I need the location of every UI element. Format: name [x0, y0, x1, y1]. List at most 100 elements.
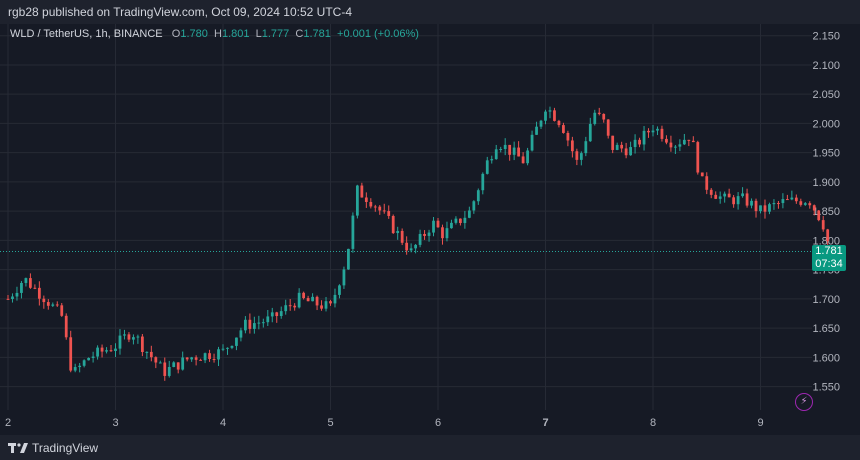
candle-body [230, 345, 234, 348]
candle-body [87, 358, 91, 361]
y-tick-label: 1.850 [812, 206, 840, 218]
candle-body [638, 139, 641, 145]
candle-body [275, 312, 279, 317]
candle-body [826, 229, 830, 242]
candle-body [584, 141, 588, 154]
candle-body [64, 315, 68, 338]
candle-body [494, 149, 498, 160]
change-value: +0.001 (+0.06%) [337, 28, 419, 40]
y-tick-label: 1.600 [812, 352, 840, 364]
tradingview-logo-icon [8, 442, 28, 453]
candle-body [593, 112, 597, 124]
candle-body [669, 142, 673, 148]
candle-body [526, 150, 529, 164]
tradingview-logo[interactable]: TradingView [8, 441, 98, 455]
candle-body [418, 233, 422, 245]
close-value: 1.781 [303, 28, 331, 40]
candle-body [642, 130, 646, 145]
published-text: rgb28 published on TradingView.com, Oct … [8, 5, 352, 19]
candle-body [114, 348, 117, 352]
candle-body [633, 139, 637, 148]
candle-body [11, 296, 14, 300]
candle-body [163, 362, 167, 376]
x-tick-label: 5 [327, 417, 333, 429]
open-value: 1.780 [180, 28, 208, 40]
candle-body [29, 278, 32, 288]
bar-countdown: 07:34 [815, 257, 843, 270]
candle-body [544, 111, 547, 121]
candle-body [391, 215, 395, 234]
candle-body [808, 203, 812, 206]
candle-body [373, 206, 377, 208]
ohlc-legend: WLD / TetherUS, 1h, BINANCE O1.780 H1.80… [10, 28, 419, 40]
candle-body [553, 110, 556, 121]
candle-body [140, 336, 144, 353]
candle-body [481, 173, 485, 191]
candle-body [82, 360, 86, 366]
candle-body [674, 146, 677, 148]
candle-body [190, 357, 194, 360]
candle-body [723, 193, 727, 197]
x-tick-label: 6 [435, 417, 441, 429]
candle-body [360, 185, 364, 198]
x-tick-label: 9 [757, 417, 763, 429]
candle-body [284, 305, 288, 312]
chart-area[interactable]: WLD / TetherUS, 1h, BINANCE O1.780 H1.80… [0, 24, 860, 435]
candle-body [700, 172, 704, 177]
published-header: rgb28 published on TradingView.com, Oct … [0, 0, 860, 24]
candle-body [727, 193, 731, 198]
candle-body [266, 316, 270, 323]
price-chart[interactable]: 2.150 2.100 2.050 2.000 1.950 1.900 1.850 1.800… [0, 24, 860, 435]
candle-body [714, 194, 718, 199]
candle-body [208, 353, 211, 359]
candle-body [311, 296, 314, 302]
high-value: 1.801 [221, 28, 250, 40]
candle-body [530, 134, 534, 151]
candle-body [615, 144, 619, 150]
candle-body [127, 334, 131, 340]
candle-body [51, 304, 55, 306]
tradingview-brand: TradingView [32, 440, 99, 455]
candle-body [199, 359, 202, 361]
candle-body [463, 217, 467, 224]
open-label: O [171, 28, 181, 40]
high-label: H [214, 28, 222, 40]
candle-body [678, 144, 682, 147]
candle-body [768, 204, 771, 212]
candle-body [235, 337, 238, 346]
candle-body [248, 319, 252, 329]
candle-body [503, 144, 507, 149]
candle-body [597, 112, 601, 114]
candle-body [257, 322, 261, 324]
candle-body [132, 337, 135, 340]
x-tick-label: 3 [112, 417, 118, 429]
candle-body [400, 230, 404, 243]
lightning-icon[interactable]: ⚡ [795, 393, 813, 411]
candle-body [741, 193, 744, 197]
candle-body [624, 148, 628, 156]
candle-body [472, 201, 476, 211]
candle-body [467, 210, 471, 218]
candle-body [46, 302, 50, 306]
close-label: C [295, 28, 304, 40]
candle-body [100, 347, 104, 352]
y-tick-label: 1.950 [812, 148, 840, 160]
candle-body [660, 128, 664, 139]
candle-body [535, 126, 538, 135]
candle-body [149, 351, 153, 358]
candle-body [562, 125, 565, 133]
candle-body [118, 335, 122, 349]
candle-body [324, 301, 328, 309]
candle-body [20, 282, 23, 293]
candle-body [682, 139, 686, 145]
candle-body [656, 128, 659, 131]
candle-body [508, 144, 512, 155]
low-value: 1.777 [261, 28, 290, 40]
candle-body [320, 305, 323, 309]
candle-body [691, 140, 695, 143]
candle-body [221, 348, 225, 350]
candle-body [517, 147, 521, 157]
candle-body [261, 322, 265, 324]
candle-body [799, 201, 803, 205]
y-tick-label: 2.050 [812, 89, 840, 101]
